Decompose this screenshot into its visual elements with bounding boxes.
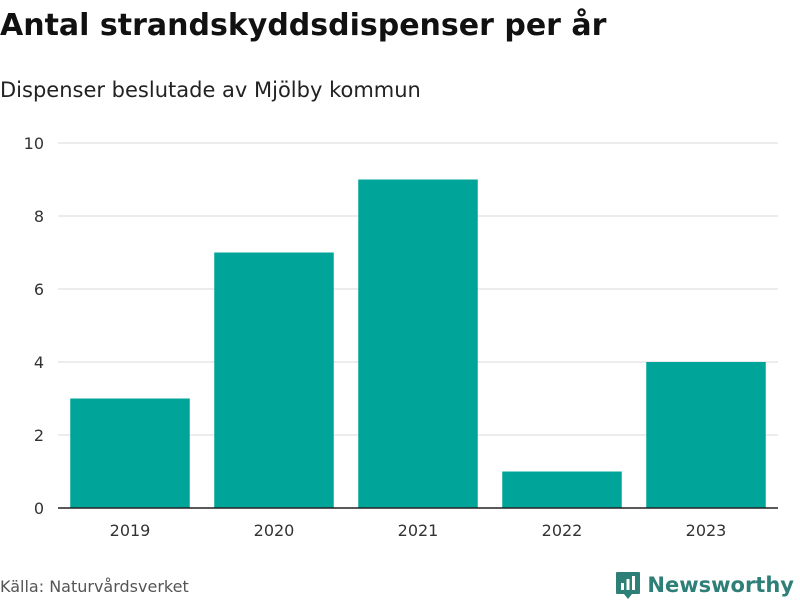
y-tick-label: 6: [34, 280, 44, 299]
brand-name: Newsworthy: [647, 573, 794, 597]
brand-logo-link[interactable]: Newsworthy: [615, 570, 794, 600]
x-axis-tick-labels: 2019 2020 2021 2022 2023: [110, 521, 727, 540]
bar-2020[interactable]: [214, 252, 334, 509]
x-tick-label: 2022: [542, 521, 583, 540]
y-tick-label: 8: [34, 207, 44, 226]
y-axis-tick-labels: 0 2 4 6 8 10: [24, 134, 44, 518]
bars: [70, 179, 766, 509]
bar-2019[interactable]: [70, 398, 190, 509]
bar-2022[interactable]: [502, 471, 622, 509]
newsworthy-logo-icon: [616, 572, 641, 599]
y-tick-label: 4: [34, 353, 44, 372]
x-tick-label: 2019: [110, 521, 151, 540]
x-tick-label: 2021: [398, 521, 439, 540]
y-tick-label: 10: [24, 134, 44, 153]
chart-title: Antal strandskyddsdispenser per år: [0, 8, 607, 43]
bar-2021[interactable]: [358, 179, 478, 509]
source-note: Källa: Naturvårdsverket: [0, 577, 189, 596]
x-tick-label: 2020: [254, 521, 295, 540]
y-tick-label: 2: [34, 426, 44, 445]
y-tick-label: 0: [34, 499, 44, 518]
x-tick-label: 2023: [686, 521, 727, 540]
bar-2023[interactable]: [646, 362, 766, 508]
chart-subtitle: Dispenser beslutade av Mjölby kommun: [0, 78, 421, 102]
